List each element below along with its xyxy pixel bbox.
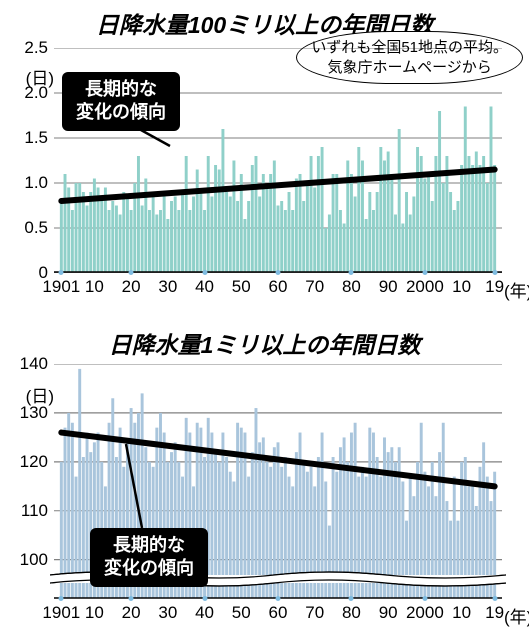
chart2-trend-callout: 長期的な 変化の傾向 (90, 528, 208, 587)
x-axis-dot (129, 270, 134, 275)
x-axis-dot (492, 596, 497, 601)
x-tick-label: 30 (158, 277, 177, 297)
x-tick-label: 10 (452, 277, 471, 297)
x-axis-dot (202, 596, 207, 601)
callout-line1: 長期的な (113, 535, 185, 555)
x-tick-label: 10 (85, 603, 104, 623)
x-axis-dot (492, 270, 497, 275)
chart1-y-unit: (日) (26, 64, 54, 89)
x-tick-label: 2000 (406, 277, 444, 297)
x-tick-label: 19 (485, 603, 504, 623)
callout-line2: 変化の傾向 (104, 558, 194, 578)
x-axis-dot (422, 270, 427, 275)
y-tick-label: 0.5 (24, 218, 48, 238)
x-axis-dot (349, 596, 354, 601)
x-tick-label: 70 (305, 603, 324, 623)
x-axis-dot (129, 596, 134, 601)
x-axis-dot (59, 596, 64, 601)
x-tick-label: 60 (269, 603, 288, 623)
y-tick-label: 1.5 (24, 128, 48, 148)
chart2-title: 日降水量1ミリ以上の年間日数 (0, 326, 529, 360)
x-tick-label: 50 (232, 603, 251, 623)
x-tick-label: 20 (122, 277, 141, 297)
y-tick-label: 110 (21, 501, 48, 521)
x-tick-label: 70 (305, 277, 324, 297)
x-tick-label: 80 (342, 603, 361, 623)
x-axis-dot (276, 596, 281, 601)
x-tick-label: 10 (452, 603, 471, 623)
y-tick-label: 140 (20, 354, 48, 374)
x-axis-dot (422, 596, 427, 601)
callout-line1: 長期的な (85, 79, 157, 99)
x-tick-label: 40 (195, 277, 214, 297)
y-tick-label: 100 (20, 550, 48, 570)
callout-line2: 変化の傾向 (76, 102, 166, 122)
x-tick-label: 90 (379, 277, 398, 297)
x-tick-label: 30 (158, 603, 177, 623)
chart1-trend-callout: 長期的な 変化の傾向 (62, 72, 180, 131)
x-tick-label: 2000 (406, 603, 444, 623)
x-axis-dot (202, 270, 207, 275)
x-tick-label: 50 (232, 277, 251, 297)
y-tick-label: 120 (20, 452, 48, 472)
x-tick-label: 10 (85, 277, 104, 297)
chart-panel-100mm: 日降水量100ミリ以上の年間日数 いずれも全国51地点の平均。 気象庁ホームペー… (0, 0, 529, 310)
x-tick-label: 1901 (42, 603, 80, 623)
x-unit-label: (年) (504, 277, 529, 302)
x-tick-label: 90 (379, 603, 398, 623)
x-unit-label: (年) (504, 603, 529, 628)
chart2-y-unit: (日) (26, 382, 54, 407)
x-tick-label: 20 (122, 603, 141, 623)
x-tick-label: 1901 (42, 277, 80, 297)
y-tick-label: 1.0 (24, 173, 48, 193)
x-axis-dot (349, 270, 354, 275)
x-axis-dot (276, 270, 281, 275)
x-tick-label: 40 (195, 603, 214, 623)
x-tick-label: 19 (485, 277, 504, 297)
x-axis-dot (59, 270, 64, 275)
chart-panel-1mm: 日降水量1ミリ以上の年間日数 1001101201301401901102030… (0, 320, 529, 640)
x-tick-label: 60 (269, 277, 288, 297)
x-tick-label: 80 (342, 277, 361, 297)
y-tick-label: 2.5 (24, 38, 48, 58)
